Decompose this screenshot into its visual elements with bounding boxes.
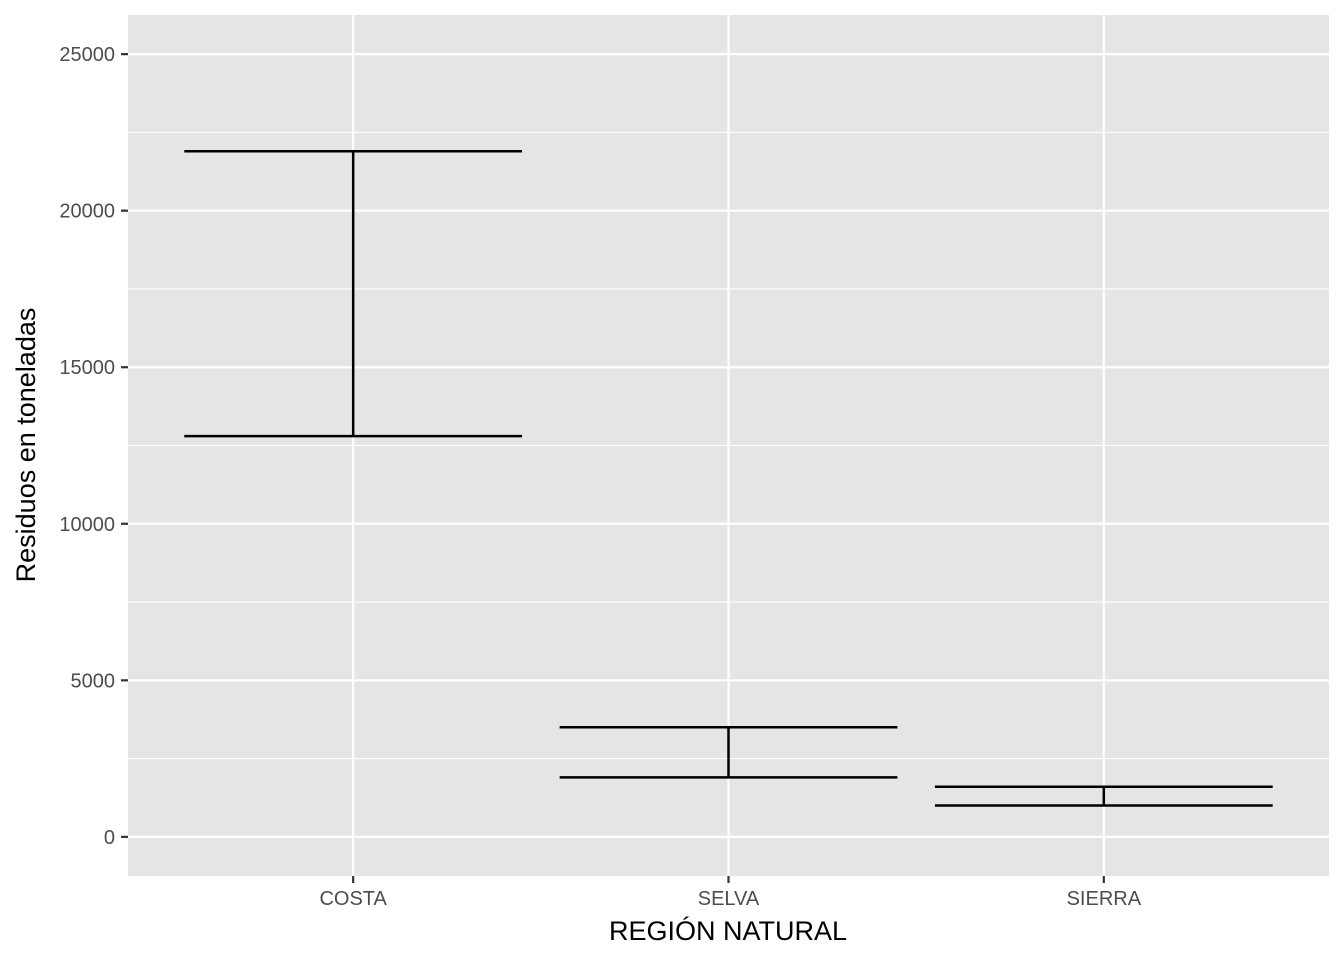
errorbar-sierra bbox=[934, 785, 1273, 807]
major-gridlines bbox=[128, 15, 1329, 876]
y-tick-label: 25000 bbox=[59, 44, 115, 66]
errorbar-selva bbox=[559, 726, 898, 779]
y-tick-label: 10000 bbox=[59, 514, 115, 536]
errorbar-costa bbox=[184, 149, 523, 438]
y-tick-label: 15000 bbox=[59, 357, 115, 379]
y-tick-label: 0 bbox=[104, 827, 115, 849]
x-axis: COSTA SELVA SIERRA bbox=[319, 876, 1142, 910]
y-tick-label: 20000 bbox=[59, 201, 115, 223]
y-axis: 0 5000 10000 15000 20000 25000 bbox=[59, 44, 128, 849]
error-bars bbox=[184, 149, 1273, 807]
x-tick-label: SELVA bbox=[698, 888, 760, 910]
y-axis-title: Residuos en toneladas bbox=[11, 308, 41, 583]
x-tick-label: SIERRA bbox=[1067, 888, 1142, 910]
x-tick-label: COSTA bbox=[319, 888, 387, 910]
y-tick-label: 5000 bbox=[71, 670, 116, 692]
x-axis-title: REGIÓN NATURAL bbox=[609, 915, 847, 946]
